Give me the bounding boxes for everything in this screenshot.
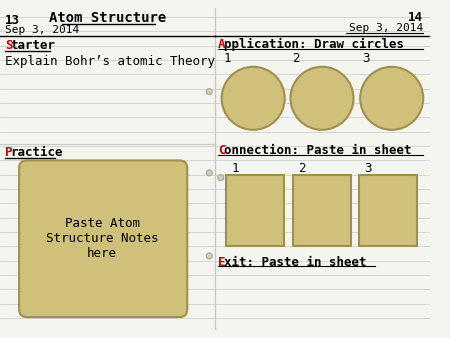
Circle shape (290, 67, 354, 130)
Text: tarter: tarter (10, 39, 55, 52)
FancyBboxPatch shape (226, 175, 284, 246)
Text: Explain Bohr’s atomic Theory: Explain Bohr’s atomic Theory (5, 55, 215, 68)
Text: 2: 2 (298, 162, 306, 175)
Text: onnection: Paste in sheet: onnection: Paste in sheet (224, 144, 411, 157)
FancyBboxPatch shape (359, 175, 417, 246)
Text: 1: 1 (231, 162, 239, 175)
Text: E: E (218, 256, 225, 269)
Text: Paste Atom
Structure Notes
here: Paste Atom Structure Notes here (46, 217, 158, 260)
Text: 3: 3 (364, 162, 372, 175)
Text: ractice: ractice (10, 146, 63, 159)
Text: Sep 3, 2014: Sep 3, 2014 (5, 25, 79, 35)
Text: pplication: Draw circles: pplication: Draw circles (224, 38, 404, 51)
Circle shape (207, 253, 212, 259)
FancyBboxPatch shape (19, 161, 187, 317)
Text: xit: Paste in sheet: xit: Paste in sheet (224, 256, 366, 269)
Text: 14: 14 (408, 11, 423, 24)
Text: 2: 2 (292, 52, 300, 66)
Circle shape (218, 175, 224, 180)
Text: A: A (218, 38, 225, 51)
Circle shape (207, 89, 212, 95)
Circle shape (222, 67, 285, 130)
Circle shape (360, 67, 423, 130)
Text: Sep 3, 2014: Sep 3, 2014 (349, 23, 423, 33)
Text: 3: 3 (362, 52, 369, 66)
Text: S: S (5, 39, 12, 52)
FancyBboxPatch shape (293, 175, 351, 246)
Text: C: C (218, 144, 225, 157)
Text: 1: 1 (224, 52, 231, 66)
Text: P: P (5, 146, 12, 159)
Text: Atom Structure: Atom Structure (50, 11, 166, 25)
Circle shape (207, 170, 212, 176)
Text: 13: 13 (5, 14, 20, 27)
